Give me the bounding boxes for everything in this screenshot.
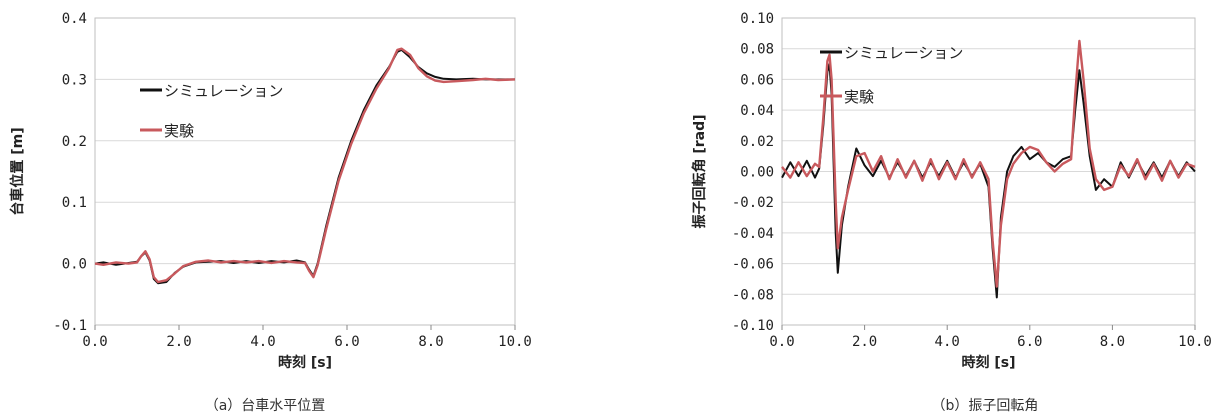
x-axis-label: 時刻 [s] xyxy=(961,354,1015,371)
y-tick-label: 0.04 xyxy=(740,103,774,119)
x-tick-label: 0.0 xyxy=(82,334,107,350)
figure-caption: （a）台車水平位置 xyxy=(205,397,326,414)
x-tick-label: 6.0 xyxy=(334,334,359,350)
x-tick-label: 6.0 xyxy=(1017,334,1042,350)
figure-caption: （b）振子回転角 xyxy=(932,398,1039,414)
legend-label: 実験 xyxy=(844,88,874,106)
y-tick-label: 0.02 xyxy=(740,134,774,150)
y-tick-label: 0.4 xyxy=(62,11,87,27)
chart-a: -0.10.00.10.20.30.40.0 2.0 4.0 6.0 8.0 10.0時刻… xyxy=(9,11,532,414)
y-tick-label: 0.08 xyxy=(740,42,774,58)
x-tick-label: 10.0 xyxy=(498,334,532,350)
x-axis-label: 時刻 [s] xyxy=(278,354,332,371)
y-tick-label: -0.08 xyxy=(732,287,774,303)
y-tick-label: -0.06 xyxy=(732,257,774,273)
y-axis-label: 台車位置 [m] xyxy=(9,127,26,215)
y-tick-label: 0.3 xyxy=(62,72,87,88)
series-line-simulation xyxy=(94,48,515,285)
y-tick-label: 0.1 xyxy=(62,195,87,211)
y-tick-label: -0.10 xyxy=(732,318,774,334)
y-axis-label: 振子回転角 [rad] xyxy=(691,114,708,228)
legend-label: 実験 xyxy=(164,122,194,140)
x-tick-label: 8.0 xyxy=(1100,334,1125,350)
y-tick-label: -0.04 xyxy=(732,226,774,242)
y-tick-label: 0.0 xyxy=(62,257,87,273)
series-line-experiment xyxy=(94,47,516,284)
legend-label: シミュレーション xyxy=(844,44,963,62)
series-line-experiment xyxy=(781,39,1196,288)
x-tick-label: 4.0 xyxy=(250,334,275,350)
y-tick-label: 0.06 xyxy=(740,72,774,88)
x-tick-label: 8.0 xyxy=(418,334,443,350)
y-tick-label: 0.10 xyxy=(740,11,774,27)
y-tick-label: -0.1 xyxy=(53,318,87,334)
legend-label: シミュレーション xyxy=(164,82,283,100)
y-tick-label: -0.02 xyxy=(732,195,774,211)
x-tick-label: 4.0 xyxy=(935,334,960,350)
x-tick-label: 2.0 xyxy=(166,334,191,350)
x-tick-label: 2.0 xyxy=(852,334,877,350)
y-tick-label: 0.00 xyxy=(740,165,774,181)
y-tick-label: 0.2 xyxy=(62,134,87,150)
plot-frame xyxy=(94,17,516,326)
chart-b: -0.10 -0.08 -0.06 -0.04 -0.02 0.00 0.02 0.04 0.0… xyxy=(691,11,1211,414)
x-tick-label: 0.0 xyxy=(769,334,794,350)
x-tick-label: 10.0 xyxy=(1178,334,1211,350)
